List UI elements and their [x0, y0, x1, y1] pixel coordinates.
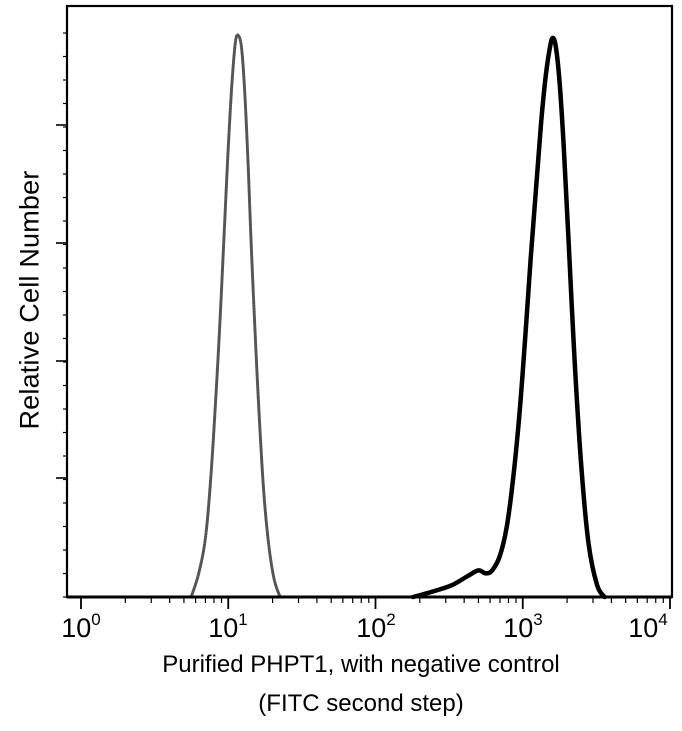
x-tick-label-10-2: 102 [356, 610, 396, 644]
tick-exponent: 2 [386, 610, 396, 629]
y-axis-ticks [56, 32, 67, 598]
y-axis-label: Relative Cell Number [14, 170, 45, 430]
plot-border [65, 4, 674, 599]
x-tick-label-10-0: 100 [61, 610, 101, 644]
tick-base: 10 [503, 613, 534, 643]
tick-base: 10 [356, 613, 387, 643]
tick-exponent: 4 [658, 610, 668, 629]
histogram-series [67, 33, 672, 600]
negative-control-curve [189, 33, 282, 599]
phpt1-curve [410, 35, 607, 600]
x-axis-label-subtitle: (FITC second step) [258, 690, 464, 717]
tick-exponent: 0 [91, 610, 101, 629]
x-axis-ticks [80, 597, 671, 609]
tick-base: 10 [61, 613, 92, 643]
tick-exponent: 1 [238, 610, 248, 629]
x-tick-label-10-1: 101 [208, 610, 248, 644]
x-tick-label-10-3: 103 [503, 610, 543, 644]
x-tick-label-10-4: 104 [628, 610, 668, 644]
plot-frame [65, 4, 674, 599]
x-axis-label: Purified PHPT1, with negative control [162, 651, 560, 678]
tick-exponent: 3 [533, 610, 543, 629]
tick-base: 10 [628, 613, 659, 643]
tick-base: 10 [208, 613, 239, 643]
